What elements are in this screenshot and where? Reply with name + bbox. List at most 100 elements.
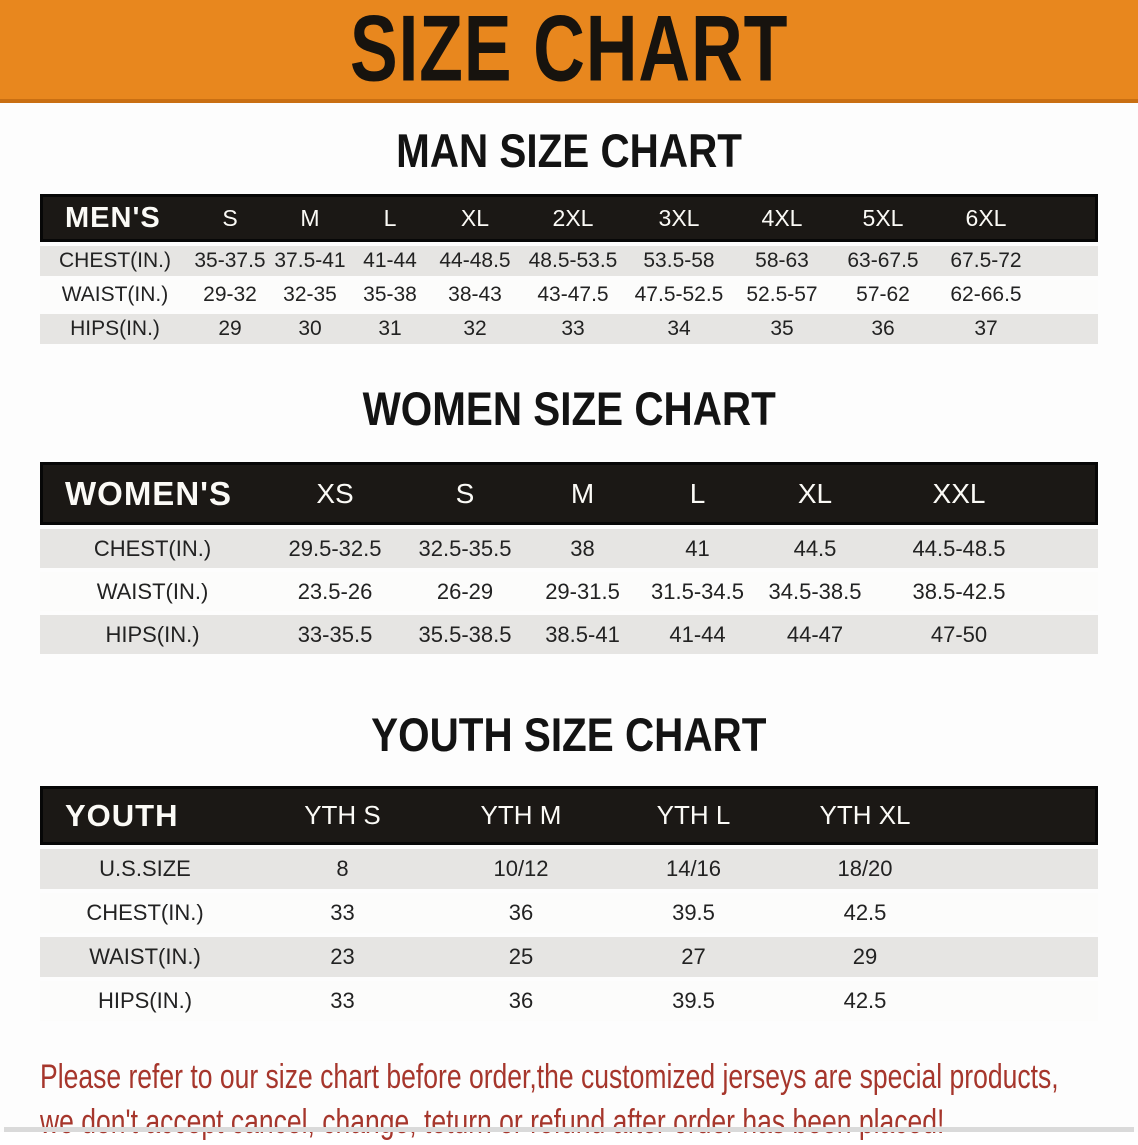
header-row: YOUTH YTH S YTH M YTH L YTH XL bbox=[40, 786, 1098, 845]
men-section-heading-text: MAN SIZE CHART bbox=[396, 124, 742, 177]
disclaimer-line-2: we don't accept cancel, change, teturn o… bbox=[40, 1100, 1138, 1145]
size-table-womens: WOMEN'S XS S M L XL XXL CHEST(IN.) 29.5-32.5 32.5… bbox=[40, 458, 1098, 658]
size-value: 53.5-58 bbox=[626, 246, 732, 276]
header-spacer bbox=[1043, 462, 1098, 525]
size-value: 30 bbox=[270, 314, 350, 344]
size-value: 32-35 bbox=[270, 280, 350, 310]
column-header: YTH XL bbox=[780, 786, 950, 845]
size-value: 38 bbox=[525, 529, 640, 568]
page-title: SIZE CHART bbox=[349, 0, 789, 102]
row-spacer bbox=[1038, 246, 1098, 276]
row-label: WAIST(IN.) bbox=[40, 937, 250, 977]
banner: SIZE CHART bbox=[0, 0, 1138, 103]
disclaimer-line-1-text: Please refer to our size chart before or… bbox=[40, 1058, 1059, 1096]
size-value: 39.5 bbox=[607, 893, 780, 933]
row-spacer bbox=[1043, 615, 1098, 654]
size-value: 37.5-41 bbox=[270, 246, 350, 276]
row-label: HIPS(IN.) bbox=[40, 314, 190, 344]
column-header: 4XL bbox=[732, 194, 832, 242]
table-group-label: WOMEN'S bbox=[40, 462, 265, 525]
row-label: HIPS(IN.) bbox=[40, 615, 265, 654]
size-value: 47-50 bbox=[875, 615, 1043, 654]
size-value: 63-67.5 bbox=[832, 246, 934, 276]
row-spacer bbox=[950, 849, 1098, 889]
men-size-table-container: MEN'S S M L XL 2XL 3XL 4XL 5XL 6XL CHEST(IN.) 35-37… bbox=[40, 190, 1098, 348]
column-header: XS bbox=[265, 462, 405, 525]
size-value: 33-35.5 bbox=[265, 615, 405, 654]
column-header: M bbox=[525, 462, 640, 525]
size-value: 23 bbox=[250, 937, 435, 977]
table-row: WAIST(IN.) 23.5-26 26-29 29-31.5 31.5-34.5 34… bbox=[40, 572, 1098, 611]
size-value: 29-31.5 bbox=[525, 572, 640, 611]
row-spacer bbox=[1038, 314, 1098, 344]
size-value: 58-63 bbox=[732, 246, 832, 276]
size-value: 44.5-48.5 bbox=[875, 529, 1043, 568]
column-header: YTH S bbox=[250, 786, 435, 845]
size-value: 36 bbox=[435, 893, 607, 933]
column-header: M bbox=[270, 194, 350, 242]
size-value: 41-44 bbox=[350, 246, 430, 276]
size-value: 37 bbox=[934, 314, 1038, 344]
column-header: YTH L bbox=[607, 786, 780, 845]
column-header: 6XL bbox=[934, 194, 1038, 242]
size-table-mens: MEN'S S M L XL 2XL 3XL 4XL 5XL 6XL CHEST(IN.) 35-37… bbox=[40, 190, 1098, 348]
size-value: 38.5-41 bbox=[525, 615, 640, 654]
size-value: 34 bbox=[626, 314, 732, 344]
size-value: 33 bbox=[250, 981, 435, 1021]
disclaimer-line-1: Please refer to our size chart before or… bbox=[40, 1055, 1138, 1100]
row-label: CHEST(IN.) bbox=[40, 893, 250, 933]
size-value: 35 bbox=[732, 314, 832, 344]
header-row: MEN'S S M L XL 2XL 3XL 4XL 5XL 6XL bbox=[40, 194, 1098, 242]
size-value: 26-29 bbox=[405, 572, 525, 611]
row-label: WAIST(IN.) bbox=[40, 572, 265, 611]
women-section-heading-text: WOMEN SIZE CHART bbox=[362, 382, 776, 435]
size-value: 42.5 bbox=[780, 893, 950, 933]
size-value: 42.5 bbox=[780, 981, 950, 1021]
size-value: 23.5-26 bbox=[265, 572, 405, 611]
size-value: 36 bbox=[832, 314, 934, 344]
size-value: 18/20 bbox=[780, 849, 950, 889]
size-value: 35-38 bbox=[350, 280, 430, 310]
size-value: 41 bbox=[640, 529, 755, 568]
column-header: YTH M bbox=[435, 786, 607, 845]
size-value: 47.5-52.5 bbox=[626, 280, 732, 310]
size-value: 44-47 bbox=[755, 615, 875, 654]
size-value: 33 bbox=[250, 893, 435, 933]
disclaimer-line-2-text: we don't accept cancel, change, teturn o… bbox=[40, 1103, 945, 1141]
size-value: 29 bbox=[780, 937, 950, 977]
size-value: 48.5-53.5 bbox=[520, 246, 626, 276]
men-section-heading: MAN SIZE CHART bbox=[0, 126, 1138, 176]
size-value: 10/12 bbox=[435, 849, 607, 889]
row-spacer bbox=[950, 981, 1098, 1021]
size-value: 41-44 bbox=[640, 615, 755, 654]
size-value: 57-62 bbox=[832, 280, 934, 310]
size-value: 67.5-72 bbox=[934, 246, 1038, 276]
table-row: HIPS(IN.) 33 36 39.5 42.5 bbox=[40, 981, 1098, 1021]
size-value: 44.5 bbox=[755, 529, 875, 568]
youth-section-heading: YOUTH SIZE CHART bbox=[0, 710, 1138, 760]
column-header: 2XL bbox=[520, 194, 626, 242]
youth-section-heading-text: YOUTH SIZE CHART bbox=[371, 708, 767, 761]
youth-size-table-container: YOUTH YTH S YTH M YTH L YTH XL U.S.SIZE 8 10/12… bbox=[40, 782, 1098, 1025]
size-value: 34.5-38.5 bbox=[755, 572, 875, 611]
header-spacer bbox=[1038, 194, 1098, 242]
table-row: HIPS(IN.) 29 30 31 32 33 34 35 36 37 bbox=[40, 314, 1098, 344]
column-header: XL bbox=[755, 462, 875, 525]
size-value: 27 bbox=[607, 937, 780, 977]
size-value: 33 bbox=[520, 314, 626, 344]
size-value: 52.5-57 bbox=[732, 280, 832, 310]
size-value: 62-66.5 bbox=[934, 280, 1038, 310]
table-row: WAIST(IN.) 23 25 27 29 bbox=[40, 937, 1098, 977]
row-spacer bbox=[1043, 572, 1098, 611]
size-value: 29-32 bbox=[190, 280, 270, 310]
size-value: 35.5-38.5 bbox=[405, 615, 525, 654]
women-size-table-container: WOMEN'S XS S M L XL XXL CHEST(IN.) 29.5-32.5 32.5… bbox=[40, 458, 1098, 658]
row-spacer bbox=[1038, 280, 1098, 310]
size-value: 35-37.5 bbox=[190, 246, 270, 276]
header-row: WOMEN'S XS S M L XL XXL bbox=[40, 462, 1098, 525]
row-label: CHEST(IN.) bbox=[40, 246, 190, 276]
column-header: XXL bbox=[875, 462, 1043, 525]
row-spacer bbox=[950, 937, 1098, 977]
size-value: 32.5-35.5 bbox=[405, 529, 525, 568]
